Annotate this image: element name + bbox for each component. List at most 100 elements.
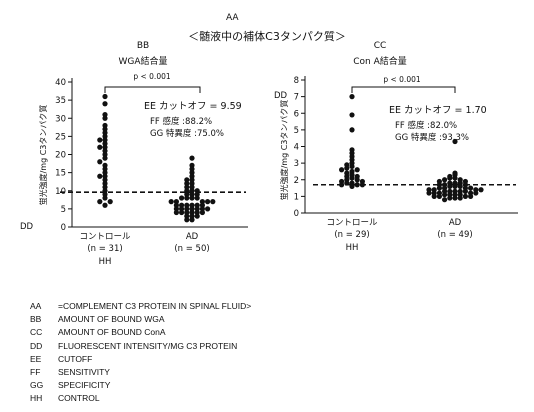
data-point bbox=[458, 184, 463, 189]
x-category-label: AD bbox=[449, 218, 462, 228]
data-point bbox=[442, 197, 447, 202]
x-category-n: (n = 50) bbox=[174, 244, 209, 254]
panel-code: CC bbox=[374, 41, 387, 51]
y-tick-label: 1 bbox=[294, 192, 299, 202]
data-point bbox=[432, 194, 437, 199]
data-point bbox=[339, 167, 344, 172]
data-point bbox=[189, 217, 194, 222]
legend-row: CCAMOUNT OF BOUND ConA bbox=[30, 326, 251, 339]
legend-key: BB bbox=[30, 313, 58, 326]
data-point bbox=[349, 127, 354, 132]
figure-title: ＜髄液中の補体C3タンパク質＞ bbox=[188, 29, 346, 43]
data-point bbox=[102, 203, 107, 208]
data-point bbox=[426, 190, 431, 195]
data-point bbox=[452, 175, 457, 180]
legend-key: EE bbox=[30, 353, 58, 366]
y-tick-label: 2 bbox=[294, 176, 299, 186]
legend-text: SENSITIVITY bbox=[58, 367, 110, 377]
data-point bbox=[102, 116, 107, 121]
data-point bbox=[437, 194, 442, 199]
data-point bbox=[355, 177, 360, 182]
x-category-n: (n = 49) bbox=[437, 230, 472, 240]
header-code: AA bbox=[226, 13, 239, 23]
axis-lines bbox=[305, 76, 518, 213]
p-value: p < 0.001 bbox=[133, 72, 171, 81]
y-tick-label: 3 bbox=[294, 159, 299, 169]
specificity-annotation: GG 特異度 :93.3% bbox=[395, 132, 469, 143]
data-point bbox=[447, 175, 452, 180]
data-point bbox=[189, 156, 194, 161]
legend-key: HH bbox=[30, 392, 58, 405]
y-tick-label: 20 bbox=[55, 151, 66, 161]
y-tick-label: 6 bbox=[294, 109, 299, 119]
p-value: p < 0.001 bbox=[383, 75, 421, 84]
legend-row: DDFLUORESCENT INTENSITY/MG C3 PROTEIN bbox=[30, 340, 251, 353]
sensitivity-annotation: FF 感度 :88.2% bbox=[150, 116, 212, 127]
x-category-n: (n = 31) bbox=[87, 244, 122, 254]
data-point bbox=[437, 185, 442, 190]
data-point bbox=[349, 184, 354, 189]
data-point bbox=[102, 101, 107, 106]
legend-row: GGSPECIFICITY bbox=[30, 379, 251, 392]
data-point bbox=[349, 175, 354, 180]
data-point bbox=[189, 195, 194, 200]
cutoff-annotation: EE カットオフ = 1.70 bbox=[389, 105, 487, 116]
data-point bbox=[200, 210, 205, 215]
sensitivity-annotation: FF 感度 :82.0% bbox=[395, 120, 457, 131]
y-tick-label: 15 bbox=[55, 169, 66, 179]
y-tick-label: 5 bbox=[294, 126, 299, 136]
significance-bracket bbox=[105, 87, 200, 93]
data-point bbox=[463, 194, 468, 199]
data-point bbox=[447, 184, 452, 189]
x-category-label: AD bbox=[186, 232, 199, 242]
y-tick-label: 25 bbox=[55, 132, 66, 142]
panel-wga: BBWGA結合量0510152025303540蛍光強度/mg C3タンパク質D… bbox=[20, 41, 248, 267]
data-point bbox=[102, 94, 107, 99]
data-point bbox=[97, 145, 102, 150]
legend: AA=COMPLEMENT C3 PROTEIN IN SPINAL FLUID… bbox=[30, 300, 251, 406]
y-axis-code: DD bbox=[274, 91, 288, 101]
y-axis-label: 蛍光強度/mg C3タンパク質 bbox=[279, 100, 289, 201]
data-point bbox=[179, 210, 184, 215]
panel-code: BB bbox=[137, 41, 149, 51]
legend-row: EECUTOFF bbox=[30, 353, 251, 366]
legend-row: HHCONTROL bbox=[30, 392, 251, 405]
panel-title: WGA結合量 bbox=[118, 55, 167, 67]
significance-bracket bbox=[352, 87, 455, 93]
y-axis-label: 蛍光強度/mg C3タンパク質 bbox=[38, 105, 48, 206]
y-tick-label: 0 bbox=[294, 209, 299, 219]
legend-text: AMOUNT OF BOUND ConA bbox=[58, 327, 166, 337]
legend-row: BBAMOUNT OF BOUND WGA bbox=[30, 313, 251, 326]
data-point bbox=[349, 94, 354, 99]
data-point bbox=[452, 184, 457, 189]
data-point bbox=[184, 217, 189, 222]
data-point bbox=[349, 112, 354, 117]
data-point bbox=[97, 137, 102, 142]
data-point bbox=[468, 194, 473, 199]
legend-key: AA bbox=[30, 300, 58, 313]
legend-text: SPECIFICITY bbox=[58, 380, 110, 390]
legend-text: CONTROL bbox=[58, 393, 100, 403]
legend-key: FF bbox=[30, 366, 58, 379]
data-point bbox=[458, 195, 463, 200]
data-point bbox=[102, 156, 107, 161]
data-point bbox=[349, 164, 354, 169]
y-tick-label: 4 bbox=[294, 143, 299, 153]
legend-row: AA=COMPLEMENT C3 PROTEIN IN SPINAL FLUID… bbox=[30, 300, 251, 313]
data-point bbox=[195, 195, 200, 200]
y-tick-label: 30 bbox=[55, 114, 66, 124]
data-point bbox=[195, 214, 200, 219]
data-point bbox=[344, 166, 349, 171]
data-point bbox=[452, 195, 457, 200]
x-category-code: HH bbox=[346, 243, 359, 253]
data-point bbox=[463, 189, 468, 194]
data-point bbox=[108, 199, 113, 204]
x-category-n: (n = 29) bbox=[334, 230, 369, 240]
x-category-code: HH bbox=[99, 257, 112, 267]
data-point bbox=[97, 159, 102, 164]
data-point bbox=[468, 185, 473, 190]
data-point bbox=[442, 177, 447, 182]
y-tick-label: 7 bbox=[294, 93, 299, 103]
data-point bbox=[205, 206, 210, 211]
x-category-label: コントロール bbox=[326, 218, 378, 228]
